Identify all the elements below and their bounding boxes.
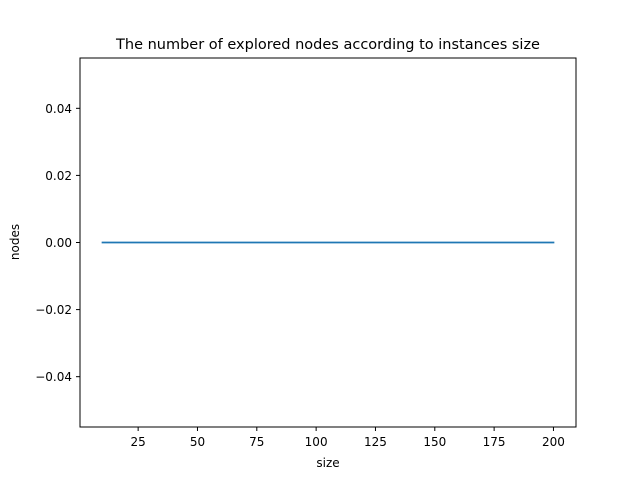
- x-axis-label: size: [316, 456, 339, 470]
- chart-title: The number of explored nodes according t…: [115, 37, 540, 53]
- y-tick-label: 0.00: [45, 236, 72, 250]
- y-tick-label: 0.02: [45, 169, 72, 183]
- x-tick-label: 75: [249, 435, 264, 449]
- x-tick-label: 25: [131, 435, 146, 449]
- plot-area: 25 50 75 100 125 150 175 200 −0.04 −0.02 0.00 0.02 0…: [35, 57, 577, 449]
- y-tick-label: −0.02: [35, 303, 72, 317]
- x-tick-label: 175: [483, 435, 506, 449]
- x-tick-label: 200: [542, 435, 565, 449]
- x-tick-label: 125: [364, 435, 387, 449]
- x-tick-label: 50: [190, 435, 205, 449]
- x-tick-label: 150: [423, 435, 446, 449]
- x-tick-label: 100: [305, 435, 328, 449]
- y-axis-label: nodes: [8, 224, 22, 260]
- y-tick-label: −0.04: [35, 370, 72, 384]
- y-tick-label: 0.04: [45, 102, 72, 116]
